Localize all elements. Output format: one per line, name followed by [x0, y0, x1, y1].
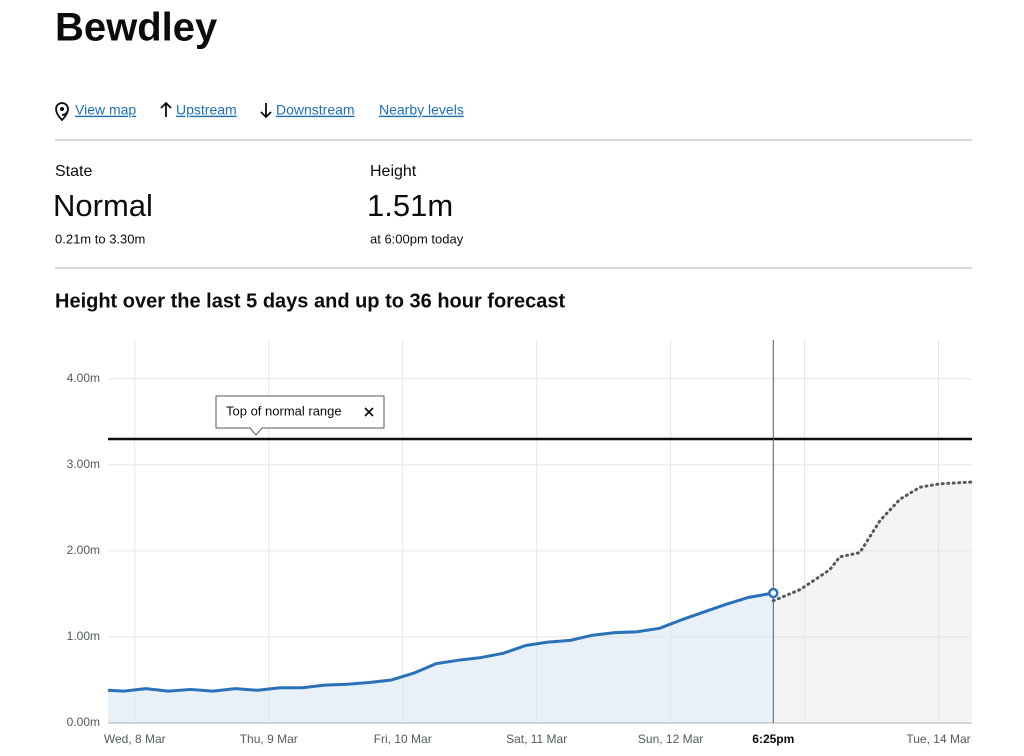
y-tick-label: 2.00m	[67, 543, 100, 557]
x-tick-label: Fri, 10 Mar	[374, 732, 432, 746]
tooltip-close[interactable]	[364, 407, 374, 417]
page-title: Bewdley	[55, 6, 218, 50]
state-label: State	[55, 163, 92, 180]
latest-reading	[768, 587, 779, 599]
height-value: 1.51m	[367, 188, 453, 223]
map-pin-icon	[55, 102, 69, 122]
now-label: 6:25pm	[752, 732, 794, 746]
y-tick-label: 3.00m	[67, 457, 100, 471]
x-tick-label: Thu, 9 Mar	[240, 732, 298, 746]
nav-link[interactable]: Nearby levels	[379, 102, 464, 118]
nav-link[interactable]: View map	[75, 102, 136, 118]
x-tick-label: Sat, 11 Mar	[506, 732, 567, 746]
chart: 0.00m 1.00m 2.00m 3.00m 4.00m Wed, 8 Mar Thu, …	[67, 340, 974, 746]
tooltip-label: Top of normal range	[226, 403, 342, 418]
series-area	[108, 593, 774, 723]
y-tick-label: 1.00m	[67, 629, 100, 643]
chart-title: Height over the last 5 days and up to 36…	[55, 290, 565, 312]
x-tick-label: Wed, 8 Mar	[104, 732, 166, 746]
series-line	[107, 591, 774, 693]
map-pin-dot	[60, 107, 64, 111]
down-arrow-icon	[260, 103, 272, 119]
y-tick-label: 4.00m	[67, 371, 100, 385]
x-tick-label: Tue, 14 Mar	[906, 732, 970, 746]
tooltip-box	[215, 395, 385, 436]
height-detail: at 6:00pm today	[370, 231, 464, 246]
nav-link[interactable]: Downstream	[276, 102, 355, 118]
series-area	[773, 482, 972, 723]
y-tick-label: 0.00m	[67, 715, 100, 729]
up-arrow-icon	[160, 101, 172, 117]
height-label: Height	[370, 163, 417, 180]
state-detail: 0.21m to 3.30m	[55, 231, 145, 246]
x-tick-label: Sun, 12 Mar	[638, 732, 703, 746]
nav-link[interactable]: Upstream	[176, 102, 237, 118]
series-line	[771, 480, 974, 603]
state-value: Normal	[53, 188, 153, 223]
